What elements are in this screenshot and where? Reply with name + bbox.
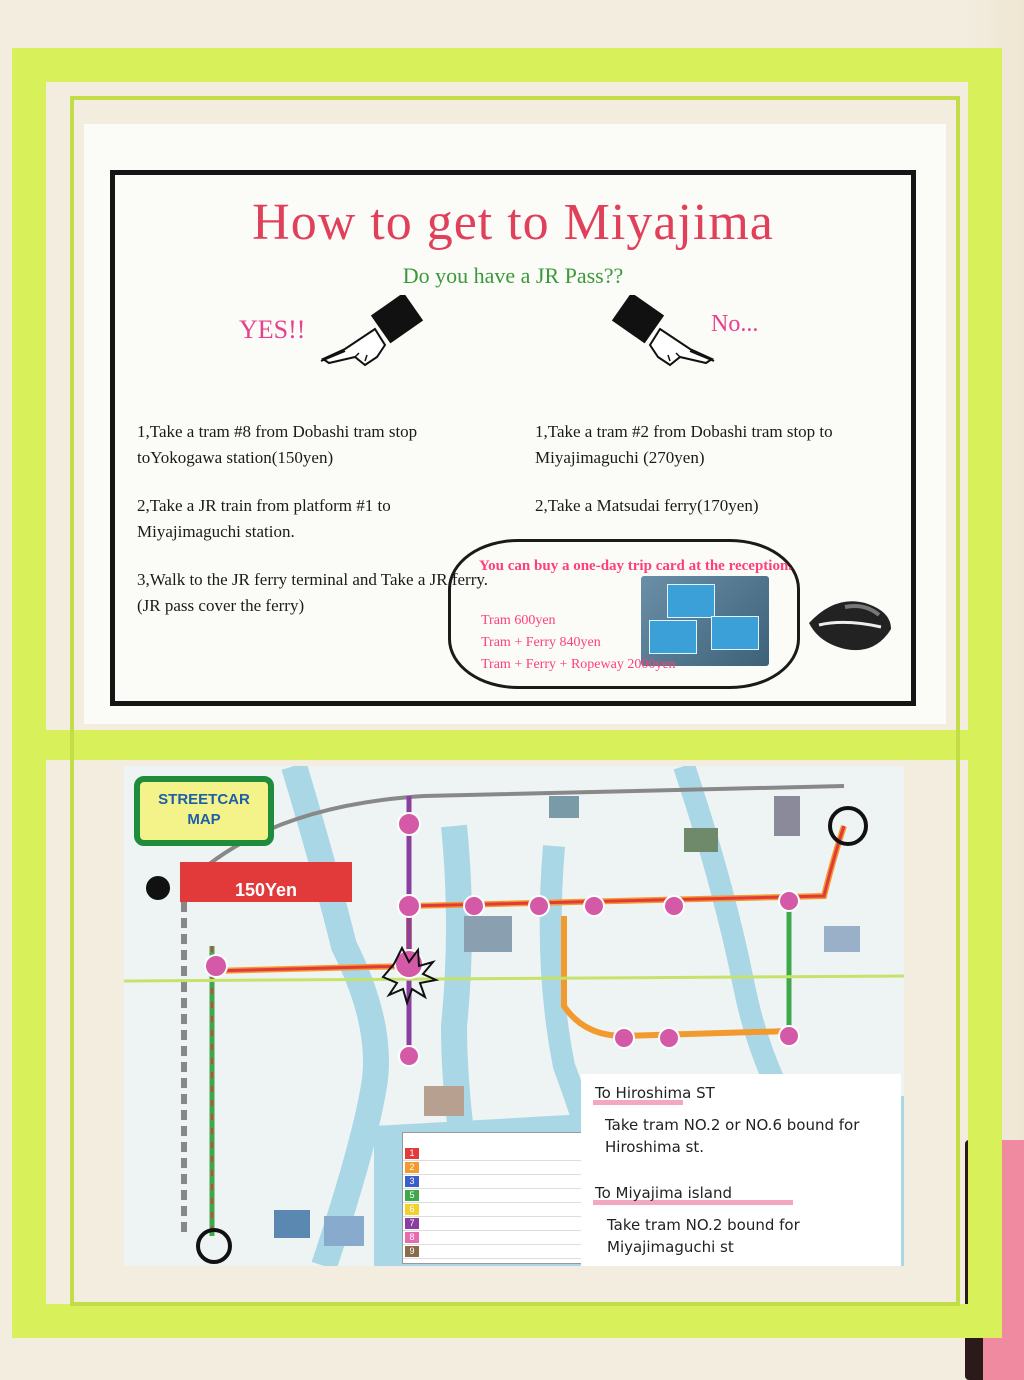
tape-divider bbox=[40, 730, 990, 760]
note-heading-miyajima: To Miyajima island bbox=[595, 1184, 733, 1202]
station-marker bbox=[397, 894, 421, 918]
no-step-2: 2,Take a Matsudai ferry(170yen) bbox=[535, 496, 759, 515]
route-number-swatch: 7 bbox=[405, 1218, 419, 1229]
station-marker bbox=[658, 1027, 680, 1049]
note-heading-hiroshima: To Hiroshima ST bbox=[595, 1084, 715, 1102]
streetcar-map: STREETCAR MAP 150Yen 1 2 3 5 6 7 8 9 To Hiroshi… bbox=[124, 766, 904, 1266]
trip-card-heading: You can buy a one-day trip card at the r… bbox=[479, 558, 793, 574]
route-legend-row: 7 bbox=[403, 1217, 591, 1231]
highlight-stroke bbox=[593, 1200, 793, 1205]
route-number-swatch: 5 bbox=[405, 1190, 419, 1201]
highlight-stroke bbox=[593, 1100, 683, 1105]
trip-card-image bbox=[667, 584, 715, 618]
route-legend-row: 5 bbox=[403, 1189, 591, 1203]
poster-title: How to get to Miyajima bbox=[252, 194, 774, 251]
route-number-swatch: 2 bbox=[405, 1162, 419, 1173]
station-marker bbox=[204, 954, 228, 978]
trip-card-image bbox=[711, 616, 759, 650]
fare-price-tag: 150Yen bbox=[180, 862, 352, 902]
landmark-photo bbox=[464, 916, 512, 952]
station-marker bbox=[528, 895, 550, 917]
tape-frame bbox=[12, 48, 1002, 1338]
landmark-photo bbox=[549, 796, 579, 818]
note-text-miyajima: Take tram NO.2 bound for Miyajimaguchi s… bbox=[607, 1216, 800, 1256]
route-legend-row: 1 bbox=[403, 1147, 591, 1161]
price-tram-ferry-ropeway: Tram + Ferry + Ropeway 2000yen bbox=[481, 657, 676, 672]
route-legend-table: 1 2 3 5 6 7 8 9 bbox=[402, 1132, 592, 1264]
route-number-swatch: 1 bbox=[405, 1148, 419, 1159]
miyajimaguchi-circle bbox=[196, 1228, 232, 1264]
compass-icon bbox=[146, 876, 170, 900]
station-marker bbox=[398, 1045, 420, 1067]
yes-step-1: 1,Take a tram #8 from Dobashi tram stop … bbox=[137, 422, 418, 467]
price-tram-ferry: Tram + Ferry 840yen bbox=[481, 635, 601, 650]
landmark-photo bbox=[324, 1216, 364, 1246]
no-pass-steps: 1,Take a tram #2 from Dobashi tram stop … bbox=[535, 419, 905, 541]
route-number-swatch: 6 bbox=[405, 1204, 419, 1215]
badge-line-1: STREETCAR bbox=[158, 791, 250, 808]
note-text-hiroshima: Take tram NO.2 or NO.6 bound for Hiroshi… bbox=[605, 1116, 860, 1156]
trip-card-speech-bubble: You can buy a one-day trip card at the r… bbox=[448, 539, 800, 689]
pointing-hand-right-icon bbox=[611, 295, 715, 367]
trip-card-prices: Tram 600yen Tram + Ferry 840yen Tram + F… bbox=[481, 610, 676, 676]
route-number-swatch: 9 bbox=[405, 1246, 419, 1257]
price-tram: Tram 600yen bbox=[481, 613, 556, 628]
station-marker bbox=[778, 890, 800, 912]
station-marker bbox=[613, 1027, 635, 1049]
no-step-1: 1,Take a tram #2 from Dobashi tram stop … bbox=[535, 422, 833, 467]
route-legend-row: 2 bbox=[403, 1161, 591, 1175]
badge-line-2: MAP bbox=[187, 811, 221, 828]
yes-step-2: 2,Take a JR train from platform #1 to Mi… bbox=[137, 496, 391, 541]
jr-pass-steps: 1,Take a tram #8 from Dobashi tram stop … bbox=[137, 419, 497, 641]
major-stations bbox=[204, 812, 800, 1067]
landmark-photo bbox=[824, 926, 860, 952]
landmark-photo bbox=[424, 1086, 464, 1116]
station-marker bbox=[397, 812, 421, 836]
route-number-swatch: 8 bbox=[405, 1232, 419, 1243]
river bbox=[281, 766, 389, 1266]
dobashi-star-marker bbox=[381, 945, 440, 1007]
route-legend-row: 6 bbox=[403, 1203, 591, 1217]
poster-border: How to get to Miyajima Do you have a JR … bbox=[110, 170, 916, 706]
route-legend-row: 9 bbox=[403, 1245, 591, 1259]
miyajima-poster: How to get to Miyajima Do you have a JR … bbox=[84, 124, 946, 724]
jr-line-sanyo bbox=[124, 974, 904, 983]
handwritten-directions-note: To Hiroshima ST Take tram NO.2 or NO.6 b… bbox=[581, 1074, 901, 1266]
yes-step-3: 3,Walk to the JR ferry terminal and Take… bbox=[137, 570, 489, 615]
route-number-swatch: 3 bbox=[405, 1176, 419, 1187]
no-label: No... bbox=[711, 311, 759, 337]
station-marker bbox=[463, 895, 485, 917]
station-marker bbox=[663, 895, 685, 917]
hiroshima-station-circle bbox=[828, 806, 868, 846]
lips-icon bbox=[809, 601, 891, 651]
landmark-photo bbox=[684, 828, 718, 852]
station-marker bbox=[778, 1025, 800, 1047]
tape-inner-edge bbox=[70, 96, 960, 1306]
route-legend-row: 8 bbox=[403, 1231, 591, 1245]
jr-pass-question: Do you have a JR Pass?? bbox=[402, 263, 624, 288]
yes-label: YES!! bbox=[239, 315, 306, 344]
trip-card-image bbox=[649, 620, 697, 654]
landmark-photo bbox=[274, 1210, 310, 1238]
trip-card-photo bbox=[641, 576, 769, 666]
pointing-hand-left-icon bbox=[320, 295, 424, 367]
landmark-photo bbox=[774, 796, 800, 836]
route-legend-row: 3 bbox=[403, 1175, 591, 1189]
streetcar-map-badge: STREETCAR MAP bbox=[134, 776, 274, 846]
station-marker bbox=[583, 895, 605, 917]
